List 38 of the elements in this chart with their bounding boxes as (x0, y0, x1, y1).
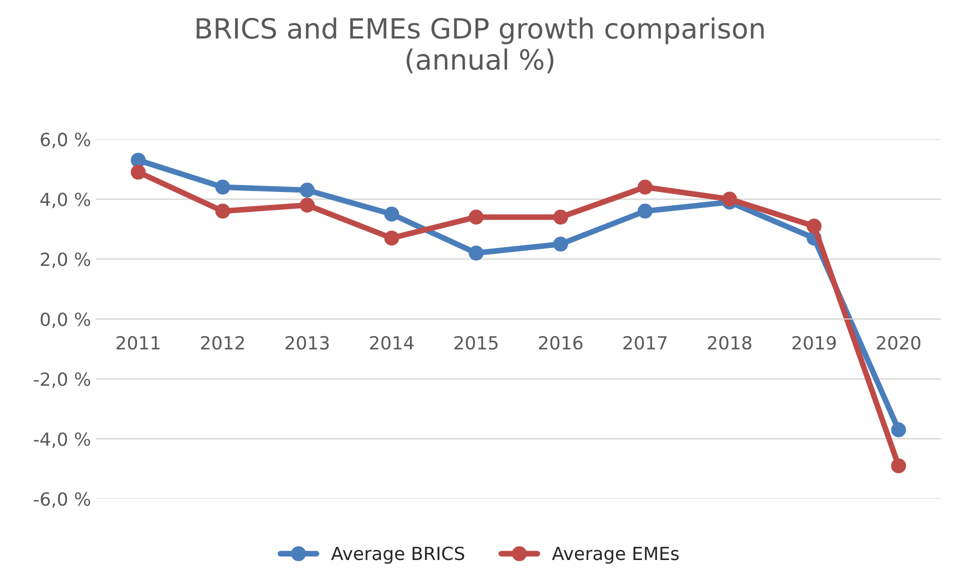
y-tick-label: -4,0 % (34, 432, 90, 448)
x-tick-label: 2014 (370, 336, 414, 350)
chart-title: BRICS and EMEs GDP growth comparison (annual %) (196, 17, 764, 74)
x-tick-label: 2018 (708, 336, 752, 350)
y-tick-label: -6,0 % (34, 492, 90, 508)
x-tick-label: 2012 (201, 336, 244, 350)
point (300, 182, 315, 198)
point (891, 422, 906, 438)
x-tick-label: 2020 (876, 336, 920, 350)
point (384, 206, 400, 222)
point (130, 164, 146, 180)
point (300, 198, 315, 213)
point (215, 204, 230, 219)
point (468, 246, 484, 261)
point (384, 230, 400, 246)
y-tick-label: 0,0 % (40, 312, 90, 328)
point (130, 152, 146, 168)
point (638, 204, 653, 219)
x-tick-label: 2016 (538, 336, 582, 350)
point (722, 192, 738, 207)
point (638, 180, 653, 195)
point (891, 458, 906, 474)
x-tick-label: 2015 (454, 336, 498, 350)
y-tick-label: 6,0 % (40, 132, 90, 148)
x-tick-label: 2011 (116, 336, 160, 350)
point (553, 236, 568, 252)
y-tick-label: 4,0 % (40, 192, 90, 208)
x-tick-label: 2017 (623, 336, 667, 350)
legend-label: Average BRICS (331, 546, 464, 564)
y-tick-label: 2,0 % (40, 252, 90, 268)
point (806, 218, 822, 234)
legend-label: Average EMEs (552, 546, 679, 564)
x-tick-label: 2019 (792, 336, 836, 350)
y-tick-label: -2,0 % (34, 372, 90, 388)
point (553, 210, 568, 225)
point (468, 210, 484, 225)
x-tick-label: 2013 (286, 336, 329, 350)
point (215, 180, 230, 195)
